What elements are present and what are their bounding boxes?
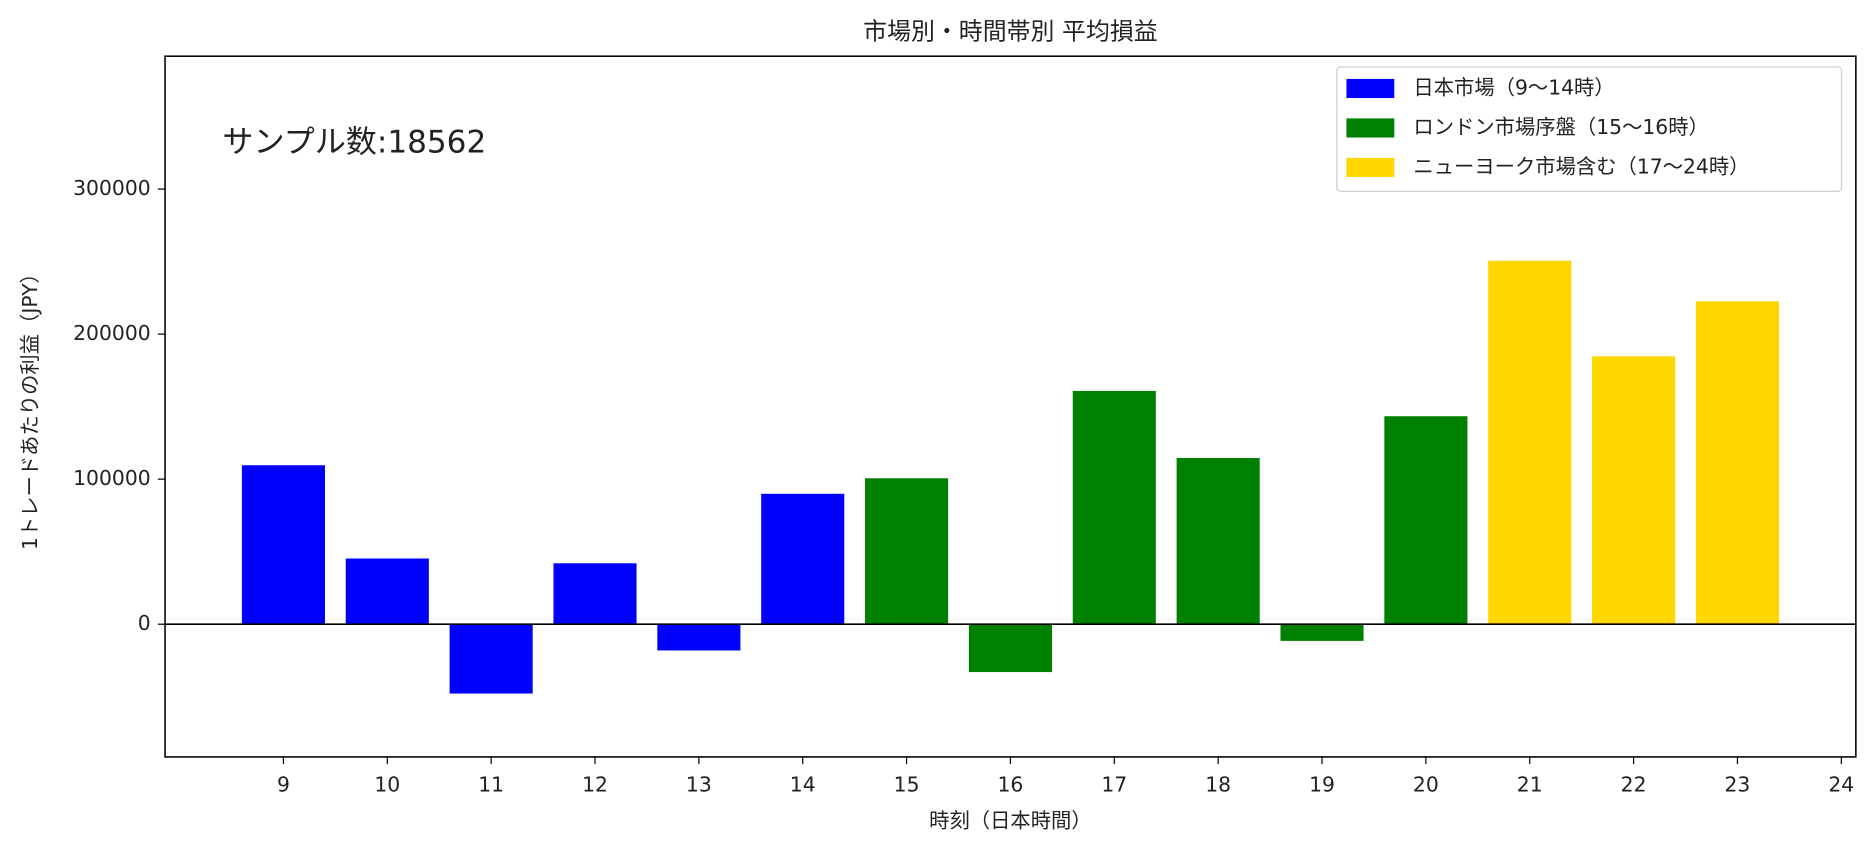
bar [1280, 624, 1364, 641]
chart-title: 市場別・時間帯別 平均損益 [863, 17, 1157, 45]
bar [968, 624, 1052, 673]
bar [1592, 356, 1676, 625]
legend-swatch [1346, 78, 1395, 99]
x-tick-label: 21 [1517, 773, 1543, 797]
x-tick-label: 17 [1101, 773, 1127, 797]
x-tick-label: 12 [582, 773, 608, 797]
x-tick-label: 22 [1621, 773, 1647, 797]
x-tick-label: 13 [686, 773, 712, 797]
x-tick-label: 9 [277, 773, 290, 797]
x-tick-label: 23 [1725, 773, 1751, 797]
y-tick-label: 300000 [73, 176, 151, 200]
bar [1488, 260, 1572, 625]
y-tick-label: 200000 [73, 321, 151, 345]
bar [1695, 301, 1779, 625]
legend-swatch [1346, 118, 1395, 138]
x-tick-label: 20 [1413, 773, 1439, 797]
bar [1384, 416, 1468, 625]
x-tick-label: 10 [374, 773, 400, 797]
x-axis-label: 時刻（日本時間） [929, 808, 1092, 832]
x-tick-label: 19 [1309, 773, 1335, 797]
bar [345, 558, 429, 625]
y-tick-label: 100000 [73, 466, 151, 490]
bar [553, 563, 637, 625]
x-tick-label: 11 [478, 773, 504, 797]
x-tick-label: 18 [1205, 773, 1231, 797]
bar [241, 465, 325, 625]
legend-label: ロンドン市場序盤（15〜16時） [1413, 115, 1708, 139]
bar [1176, 457, 1260, 625]
bar [657, 624, 741, 651]
legend-label: ニューヨーク市場含む（17〜24時） [1413, 154, 1749, 178]
y-axis-label: 1トレードあたりの利益（JPY） [18, 263, 42, 550]
annotation: サンプル数:18562 [222, 124, 486, 160]
plot-frame [164, 55, 1857, 758]
bar [1072, 390, 1156, 625]
bar [449, 624, 533, 694]
legend-swatch [1346, 157, 1395, 177]
y-tick-label: 0 [138, 611, 151, 635]
x-tick-label: 15 [894, 773, 920, 797]
x-tick-label: 24 [1828, 773, 1854, 797]
x-tick-label: 16 [998, 773, 1024, 797]
legend-box [1336, 66, 1843, 192]
bar [761, 493, 845, 625]
legend-label: 日本市場（9〜14時） [1413, 75, 1614, 99]
bar [865, 478, 949, 625]
x-tick-label: 14 [790, 773, 816, 797]
